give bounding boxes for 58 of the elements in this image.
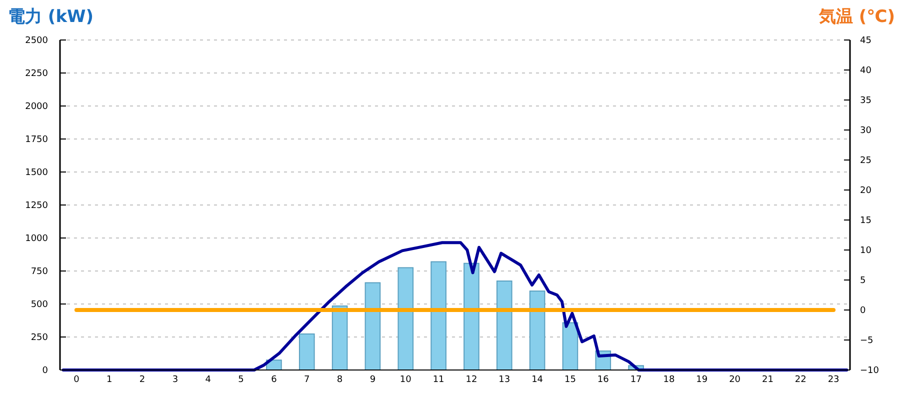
x-tick-label: 0 — [74, 375, 80, 385]
x-tick-label: 3 — [172, 375, 178, 385]
bar — [529, 290, 546, 370]
y2-tick-label: 45 — [860, 36, 872, 46]
x-tick-label: 13 — [498, 375, 510, 385]
y-tick-label: 500 — [30, 300, 48, 310]
y2-tick-label: 5 — [860, 276, 866, 286]
y-tick-label: 250 — [30, 333, 48, 343]
bar — [496, 280, 512, 370]
x-tick-label: 23 — [828, 375, 840, 385]
y-tick-label: 0 — [42, 366, 48, 376]
y2-tick-label: 25 — [860, 156, 872, 166]
bar — [398, 267, 414, 370]
bar — [464, 262, 480, 370]
x-tick-label: 22 — [794, 375, 806, 385]
x-tick-label: 5 — [238, 375, 244, 385]
x-tick-label: 21 — [762, 375, 774, 385]
y2-tick-label: 10 — [860, 246, 872, 256]
bar — [430, 261, 446, 370]
x-tick-label: 16 — [597, 375, 610, 385]
bar — [364, 282, 381, 370]
bar — [298, 333, 315, 370]
y2-tick-label: 20 — [860, 186, 872, 196]
y-tick-label: 750 — [30, 267, 48, 277]
x-tick-label: 19 — [696, 375, 708, 385]
y-tick-label: 1000 — [25, 234, 48, 244]
y2-tick-label: 30 — [860, 126, 872, 136]
x-tick-label: 7 — [304, 375, 310, 385]
y2-tick-label: 40 — [860, 66, 872, 76]
x-tick-label: 11 — [432, 375, 444, 385]
x-tick-label: 1 — [106, 375, 112, 385]
y-tick-label: 2250 — [25, 69, 48, 79]
x-tick-label: 9 — [370, 375, 376, 385]
x-tick-label: 4 — [205, 375, 212, 385]
x-tick-label: 10 — [400, 375, 412, 385]
x-tick-label: 2 — [139, 375, 146, 385]
bar — [562, 322, 578, 370]
bar — [332, 305, 348, 370]
x-tick-label: 15 — [564, 375, 576, 385]
y2-axis-title: 気温 (℃) — [818, 7, 895, 27]
y-tick-label: 2500 — [25, 36, 48, 46]
x-tick-label: 17 — [630, 375, 642, 385]
x-tick-label: 8 — [336, 375, 343, 385]
y-tick-label: 1500 — [25, 168, 48, 178]
y-tick-label: 1250 — [25, 201, 48, 211]
x-tick-label: 18 — [663, 375, 675, 385]
y2-tick-label: −5 — [860, 336, 874, 346]
y2-tick-label: 0 — [860, 306, 866, 316]
y2-tick-label: 35 — [860, 96, 872, 106]
y2-tick-label: −10 — [860, 366, 880, 376]
y-tick-label: 2000 — [25, 102, 48, 112]
x-tick-label: 12 — [466, 375, 478, 385]
x-tick-label: 6 — [271, 375, 278, 385]
x-tick-label: 20 — [729, 375, 741, 385]
x-tick-label: 14 — [532, 375, 544, 385]
y-tick-label: 1750 — [25, 135, 48, 145]
y2-tick-label: 15 — [860, 216, 872, 226]
y-axis-title: 電力 (kW) — [8, 7, 94, 27]
